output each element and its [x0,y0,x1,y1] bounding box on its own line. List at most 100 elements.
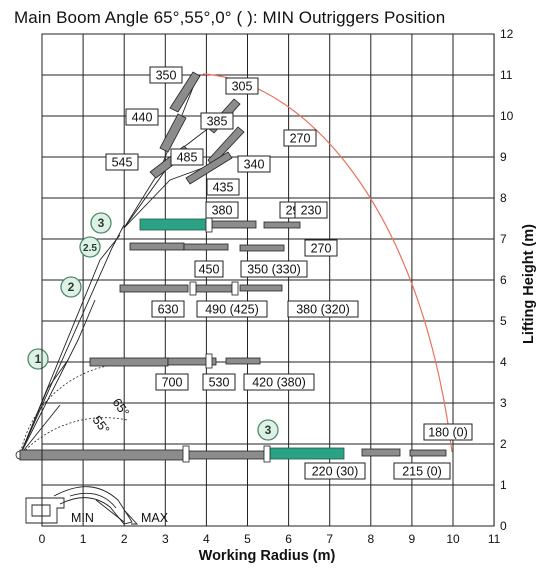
y-axis-label: Lifting Height (m) [521,224,537,344]
outrigger-arm [53,486,133,525]
capacity-label: 435 [206,178,240,196]
y-tick-label: 9 [500,150,507,164]
capacity-label: 350 [149,66,183,84]
capacity-label: 630 [151,300,185,318]
y-tick-label: 5 [500,314,507,328]
svg-text:2: 2 [68,280,75,294]
capacity-value: 440 [132,111,153,125]
boom-row-7m-a [129,242,185,251]
boom-row-4m-a [89,357,169,367]
capacity-labels: 3503054403852705454853404353802952304503… [105,66,473,480]
x-tick-label: 6 [285,532,292,546]
angle-arc-65 [19,363,121,457]
y-tick-label: 8 [500,191,507,205]
capacity-label: 350 (330) [240,260,308,278]
boom-joint [231,281,239,296]
x-tick-label: 4 [203,532,210,546]
outrigger-arm-inner [69,492,117,509]
y-tick-label: 3 [500,396,507,410]
boom-drawings [15,71,447,463]
svg-text:2.5: 2.5 [83,243,97,254]
boom-0deg-ext-4 [361,448,401,457]
capacity-value: 305 [232,80,253,94]
capacity-value: 230 [301,204,322,218]
capacity-label: 230 [294,201,328,219]
capacity-value: 435 [213,181,234,195]
boom-0deg-ext-3 [267,447,345,460]
section-badge-1: 1 [27,348,49,370]
x-tick-label: 11 [488,532,501,546]
outrigger-leg [95,499,125,523]
capacity-label: 385 [200,112,234,130]
x-tick-label: 8 [367,532,374,546]
capacity-value: 450 [199,263,220,277]
boom-row-7m-c [239,244,285,252]
svg-text:3: 3 [98,216,105,230]
boom-leg-3 [19,234,121,456]
boom-joint [263,445,271,463]
boom-0deg-base [19,449,187,461]
capacity-label: 340 [237,155,271,173]
section-badges: 1 2 2.5 3 3 [27,212,279,441]
boom-incline-top-a [169,71,201,113]
x-tick-label: 1 [80,532,87,546]
boom-0deg-ext-5 [409,449,447,457]
boom-row-75m-ext [139,218,209,231]
boom-row-6m-b [195,284,233,293]
boom-joint [189,281,197,296]
boom-row-75m-c [263,221,301,229]
capacity-value: 385 [207,115,228,129]
boom-leg-2 [19,299,96,456]
capacity-value: 530 [209,376,230,390]
boom-row-75m-b [211,220,257,229]
capacity-value: 270 [311,242,332,256]
capacity-label: 440 [125,108,159,126]
capacity-label: 700 [155,373,189,391]
angle-label-65: 65° [110,396,132,420]
boom-row-6m-a [119,284,189,293]
capacity-value: 215 (0) [402,465,442,479]
crane-base: MIN MAX [25,486,169,525]
capacity-label: 270 [283,129,317,147]
boom-row-4m-c [225,357,261,365]
capacity-label: 180 (0) [423,423,473,441]
y-tick-label: 10 [500,109,514,123]
outrigger-foot [124,510,139,525]
y-tick-label: 6 [500,273,507,287]
x-tick-label: 0 [39,532,46,546]
capacity-label: 420 (380) [243,373,315,391]
capacity-label: 490 (425) [196,300,268,318]
y-tick-label: 11 [500,68,513,82]
x-axis-label: Working Radius (m) [199,548,336,564]
y-tick-label: 12 [500,27,514,41]
x-tick-label: 7 [326,532,333,546]
capacity-label: 450 [194,260,224,278]
boom-angle-arcs: 65° 55° [19,363,132,457]
boom-incline-mid-a [159,113,187,153]
capacity-value: 380 (320) [296,303,350,317]
x-tick-label: 5 [244,532,251,546]
angle-label-55: 55° [90,413,113,437]
capacity-value: 220 (30) [312,465,359,479]
boom-leg-5 [19,404,61,456]
section-badge-3-upper: 3 [90,212,112,234]
capacity-label: 270 [304,239,338,257]
capacity-value: 340 [244,158,265,172]
boom-incline-low-b [185,151,233,185]
svg-text:3: 3 [265,423,272,437]
x-tick-label: 2 [121,532,128,546]
y-tick-label: 1 [500,478,507,492]
capacity-value: 545 [112,156,133,170]
capacity-label: 380 [205,201,239,219]
boom-row-6m-c [239,284,283,292]
y-tick-label: 7 [500,232,507,246]
x-tick-label: 3 [162,532,169,546]
capacity-value: 420 (380) [252,376,306,390]
x-tick-label: 10 [446,532,460,546]
capacity-value: 700 [162,376,183,390]
base-window [31,504,51,517]
capacity-value: 485 [177,151,198,165]
x-axis-ticks: 0 1 2 3 4 5 6 7 8 9 10 11 [39,532,501,546]
boom-joint [205,353,213,369]
